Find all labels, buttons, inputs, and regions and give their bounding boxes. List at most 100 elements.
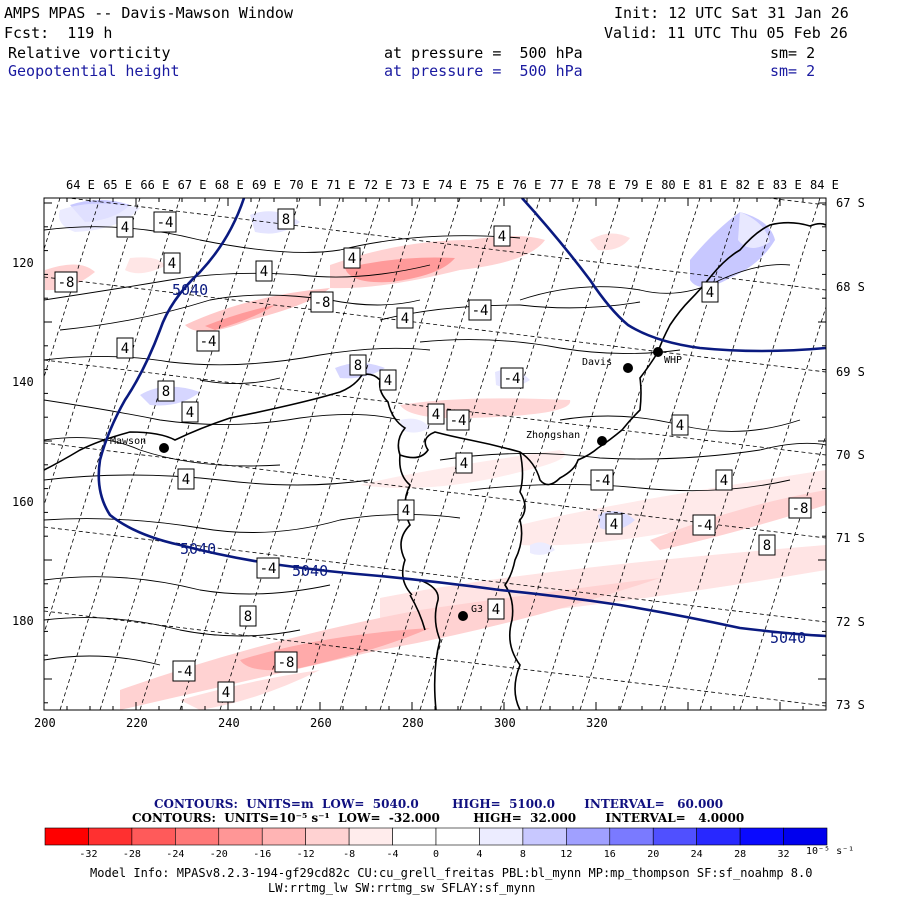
station-label: G3	[471, 604, 483, 615]
longitude-label: 76 E	[512, 178, 541, 192]
vorticity-label: 8	[239, 605, 257, 627]
vorticity-label-text: 4	[121, 341, 129, 357]
x-tick-label: 220	[126, 716, 148, 730]
colorbar-swatch	[88, 827, 133, 846]
shade-negative	[590, 233, 630, 251]
contour-line	[44, 474, 371, 486]
latitude-label: 72 S	[836, 615, 865, 629]
vorticity-label-text: 8	[162, 384, 170, 400]
vorticity-label-text: -8	[58, 275, 75, 291]
meridian-line	[179, 198, 341, 710]
contour-line	[419, 339, 681, 355]
colorbar-tick-label: 16	[604, 849, 616, 860]
station-whp: WHP	[653, 347, 682, 366]
station-davis: Davis	[582, 357, 633, 373]
latitude-label: 69 S	[836, 365, 865, 379]
field1-smoothing: sm= 2	[770, 44, 816, 62]
height-contour-info: CONTOURS: UNITS=m LOW= 5040.0 HIGH= 5100…	[154, 797, 724, 811]
vorticity-label-text: -4	[157, 215, 174, 231]
init-time: Init: 12 UTC Sat 31 Jan 26	[614, 4, 849, 22]
station-dot	[597, 436, 607, 446]
vorticity-label: -4	[500, 367, 524, 389]
shade-positive	[738, 212, 770, 249]
contour-line	[379, 301, 641, 321]
longitude-label: 67 E	[178, 178, 207, 192]
vorticity-label-text: 4	[182, 472, 190, 488]
height-label: 5040	[770, 629, 806, 647]
shade-negative	[180, 670, 320, 710]
vorticity-label: -4	[153, 211, 177, 233]
contour-line	[44, 576, 331, 595]
meridian-line	[299, 198, 461, 710]
station-dot	[458, 611, 468, 621]
vorticity-label: -4	[256, 557, 280, 579]
shade-positive	[530, 542, 555, 555]
longitude-label: 70 E	[289, 178, 318, 192]
vorticity-label-text: 4	[432, 407, 440, 423]
coastline	[44, 221, 826, 710]
vorticity-label-text: 4	[384, 373, 392, 389]
station-label: Davis	[582, 357, 612, 368]
station-g3: G3	[458, 604, 483, 621]
vorticity-label-text: -4	[594, 473, 611, 489]
vorticity-label-text: -4	[696, 518, 713, 534]
vorticity-label: 4	[715, 469, 733, 491]
stations: Mawson Davis WHP Zhongshan G3	[110, 347, 682, 621]
vorticity-label-text: 4	[121, 220, 129, 236]
vorticity-label: 4	[116, 337, 134, 359]
vorticity-label-text: -8	[792, 501, 809, 517]
station-label: Mawson	[110, 436, 146, 447]
meridian-line	[579, 198, 741, 710]
colorbar-units: 10⁻⁵ s⁻¹	[806, 846, 854, 857]
height-labels: 5040 5040 5040 5040	[172, 281, 806, 647]
vorticity-label: -4	[590, 469, 614, 491]
field2-pressure: at pressure = 500 hPa	[384, 62, 583, 80]
field1-pressure: at pressure = 500 hPa	[384, 44, 583, 62]
chart-title: AMPS MPAS -- Davis-Mawson Window	[4, 4, 293, 22]
colorbar-swatch	[696, 827, 741, 846]
x-tick-label: 200	[34, 716, 56, 730]
latitude-label: 67 S	[836, 196, 865, 210]
latitude-label: 71 S	[836, 531, 865, 545]
vorticity-label: 4	[605, 513, 623, 535]
contour-line	[469, 479, 791, 492]
height-contour-5040	[97, 198, 826, 638]
longitude-label: 83 E	[773, 178, 802, 192]
station-label: Zhongshan	[526, 430, 580, 441]
meridian-line	[619, 198, 781, 710]
forecast-hour: Fcst: 119 h	[4, 24, 113, 42]
vorticity-label-text: -4	[472, 303, 489, 319]
colorbar-swatch	[392, 827, 437, 846]
vorticity-label-text: -8	[314, 295, 331, 311]
meridian-line	[539, 198, 701, 710]
contour-line	[44, 655, 161, 666]
vorticity-label: 4	[671, 414, 689, 436]
shade-negative	[400, 398, 571, 419]
height-label: 5040	[180, 540, 216, 558]
vorticity-label: 4	[379, 369, 397, 391]
meridian-line	[44, 198, 181, 635]
meridian-line	[59, 198, 221, 710]
vorticity-label: 4	[177, 468, 195, 490]
colorbar-tick-label: 8	[520, 849, 526, 860]
longitude-label: 65 E	[103, 178, 132, 192]
vorticity-contours	[44, 226, 826, 666]
contour-line	[44, 617, 301, 637]
field2-smoothing: sm= 2	[770, 62, 816, 80]
meridian-line	[219, 198, 381, 710]
colorbar-tick-label: -12	[297, 849, 315, 860]
colorbar-tick-label: -20	[210, 849, 228, 860]
colorbar-swatch	[261, 827, 306, 846]
colorbar-swatch	[739, 827, 784, 846]
colorbar-swatch	[522, 827, 567, 846]
vorticity-label: -8	[310, 291, 334, 313]
vorticity-label-text: 4	[676, 418, 684, 434]
vorticity-label-text: 4	[492, 602, 500, 618]
vorticity-label-text: 4	[186, 405, 194, 421]
contour-line	[44, 347, 431, 366]
longitude-label: 80 E	[661, 178, 690, 192]
vorticity-label-text: 8	[282, 212, 290, 228]
parallel-line	[44, 526, 826, 623]
